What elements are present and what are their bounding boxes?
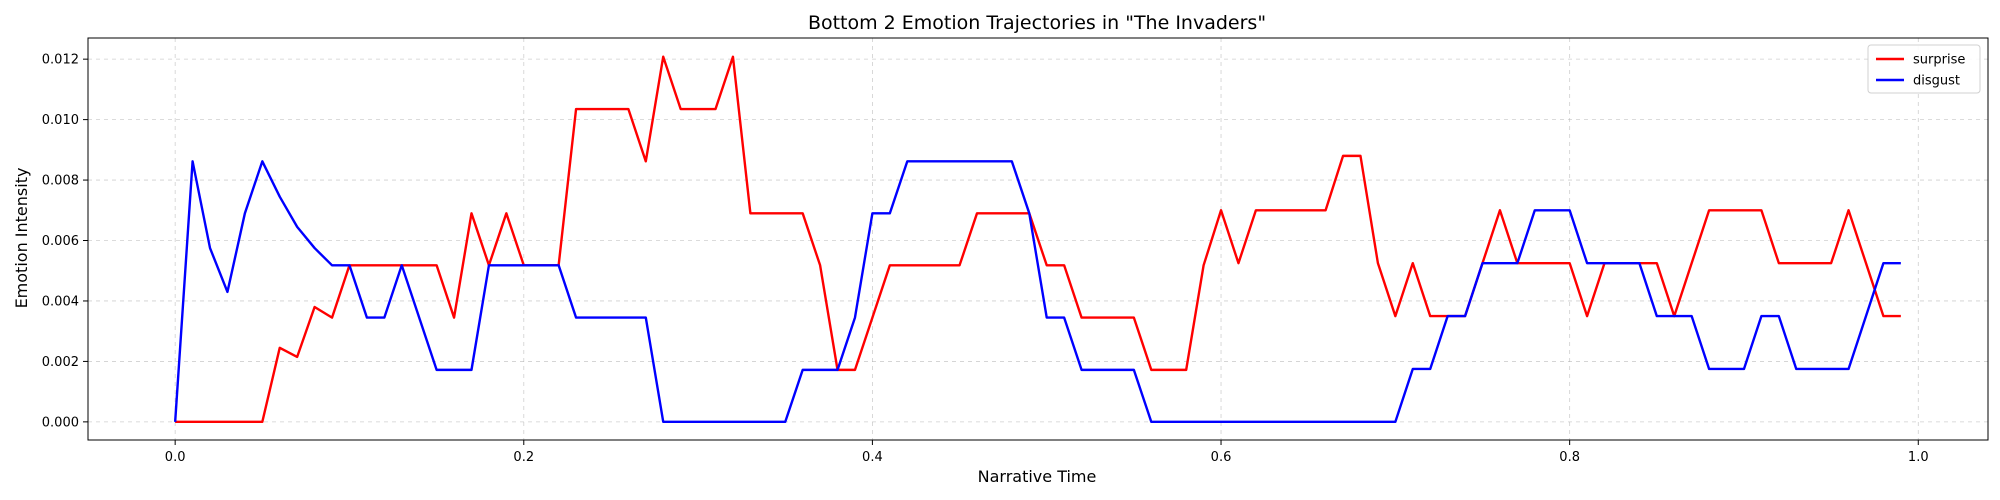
x-tick-label: 0.6 (1211, 450, 1232, 465)
x-tick-label: 0.0 (165, 450, 186, 465)
y-tick-label: 0.006 (42, 234, 79, 249)
y-tick-label: 0.012 (42, 53, 79, 68)
y-tick-label: 0.010 (42, 113, 79, 128)
legend-label: surprise (1913, 53, 1965, 68)
y-tick-label: 0.000 (42, 415, 79, 430)
plot-frame (87, 37, 1989, 441)
x-tick-label: 0.4 (862, 450, 883, 465)
x-ticks: 0.0 0.2 0.4 0.6 0.8 1.0 (165, 440, 1929, 465)
legend: surprise disgust (1867, 44, 1981, 94)
x-tick-label: 0.2 (513, 450, 534, 465)
series-line-surprise (175, 55, 1901, 424)
y-axis-label: Emotion Intensity (12, 168, 31, 309)
y-ticks: 0.000 0.002 0.004 0.006 0.008 0.010 0.012 (42, 53, 88, 430)
chart-title: Bottom 2 Emotion Trajectories in "The In… (808, 12, 1266, 34)
y-tick-label: 0.008 (42, 174, 79, 189)
x-tick-label: 1.0 (1908, 450, 1929, 465)
x-axis-label: Narrative Time (978, 467, 1097, 486)
legend-label: disgust (1913, 74, 1960, 89)
series-line-disgust (173, 160, 1901, 424)
y-tick-label: 0.004 (42, 294, 79, 309)
grid (88, 38, 1988, 440)
x-tick-label: 0.8 (1559, 450, 1580, 465)
y-tick-label: 0.002 (42, 355, 79, 370)
series-lines (173, 55, 1901, 424)
